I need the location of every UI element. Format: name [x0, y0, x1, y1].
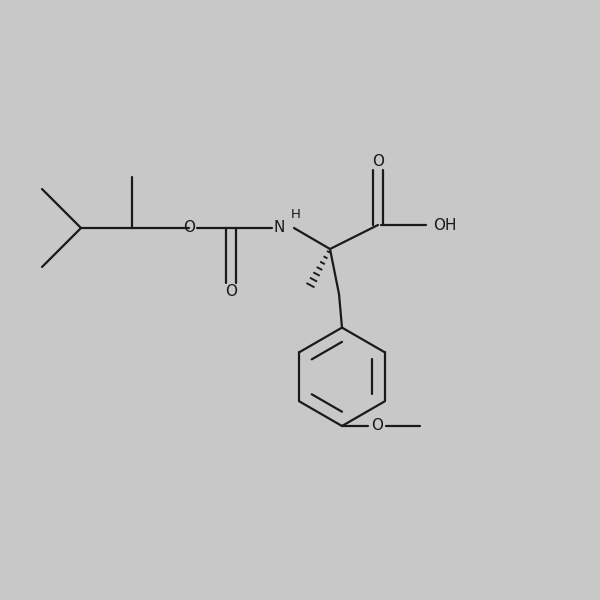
Text: OH: OH	[433, 217, 457, 232]
Text: H: H	[290, 208, 300, 221]
Text: O: O	[183, 220, 195, 235]
Text: O: O	[372, 154, 384, 169]
Text: O: O	[371, 419, 383, 433]
Text: N: N	[274, 220, 285, 235]
Text: O: O	[225, 283, 237, 298]
